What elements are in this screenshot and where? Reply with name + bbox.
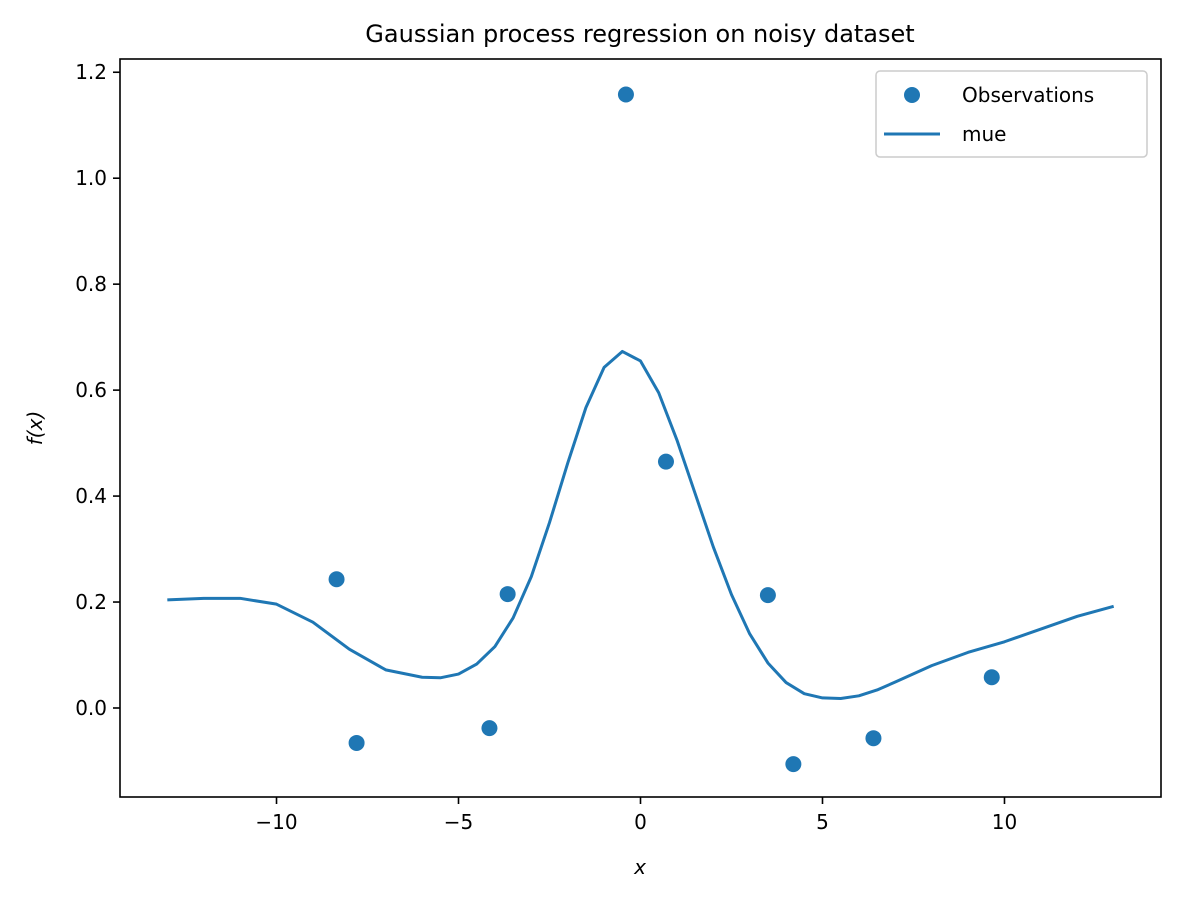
legend-box bbox=[875, 70, 1148, 158]
scatter-point-9 bbox=[983, 669, 1000, 686]
scatter-point-6 bbox=[759, 587, 776, 604]
legend-label-mue: mue bbox=[962, 122, 1006, 146]
scatter-point-5 bbox=[657, 453, 674, 470]
y-tick-label-6: 1.2 bbox=[75, 60, 107, 84]
y-tick-label-2: 0.4 bbox=[75, 484, 107, 508]
scatter-point-7 bbox=[785, 756, 802, 773]
scatter-point-4 bbox=[617, 86, 634, 103]
legend: Observations mue bbox=[875, 70, 1148, 158]
y-axis-label: f(x) bbox=[23, 411, 47, 445]
y-tick-label-4: 0.8 bbox=[75, 272, 107, 296]
x-tick-label-0: −10 bbox=[255, 810, 297, 834]
scatter-point-8 bbox=[865, 730, 882, 747]
scatter-point-3 bbox=[499, 586, 516, 603]
y-tick-label-1: 0.2 bbox=[75, 590, 107, 614]
x-tick-label-1: −5 bbox=[444, 810, 473, 834]
x-tick-label-2: 0 bbox=[634, 810, 647, 834]
axes: −10 −5 0 5 10 0.0 0.2 0.4 0.6 0.8 1.0 1.2 bbox=[75, 58, 1162, 834]
y-tick-label-5: 1.0 bbox=[75, 166, 107, 190]
y-tick-label-0: 0.0 bbox=[75, 696, 107, 720]
scatter-point-0 bbox=[328, 571, 345, 588]
legend-marker-observations bbox=[904, 87, 920, 103]
series-line-mue bbox=[167, 349, 1115, 700]
x-tick-label-3: 5 bbox=[816, 810, 829, 834]
x-tick-label-4: 10 bbox=[992, 810, 1017, 834]
chart-title: Gaussian process regression on noisy dat… bbox=[365, 20, 914, 48]
plot-area bbox=[167, 86, 1115, 773]
scatter-point-2 bbox=[481, 720, 498, 737]
y-tick-label-3: 0.6 bbox=[75, 378, 107, 402]
legend-label-observations: Observations bbox=[962, 83, 1094, 107]
x-axis-label: x bbox=[633, 855, 646, 879]
axes-frame bbox=[119, 58, 1162, 798]
scatter-point-1 bbox=[348, 734, 365, 751]
